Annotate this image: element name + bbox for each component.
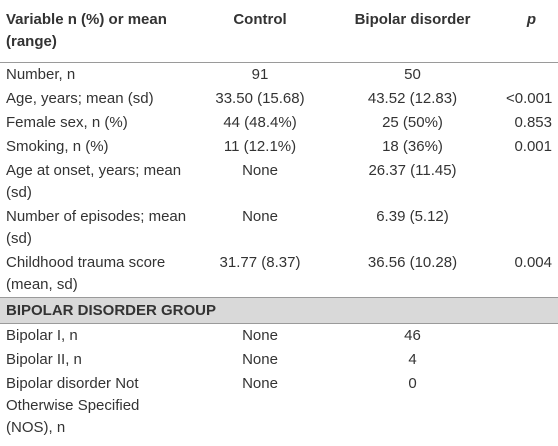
table-cell: 36.56 (10.28) [367,254,458,271]
table-cell: 33.50 (15.68) [215,90,305,107]
table-cell: 46 [404,327,421,344]
table-cell: Bipolar I, n [6,327,78,344]
table-cell: 25 (50%) [382,114,443,131]
table-cell: Age, years; mean (sd) [6,90,154,107]
table-cell: 50 [404,66,421,83]
header-row: Variable n (%) or mean (range) Control Bip… [0,0,558,63]
table-cell: Female sex, n (%) [6,114,128,131]
table-cell: None [242,208,278,225]
table-cell: 0.004 [514,254,552,271]
table-cell: Number of episodes; mean (sd) [6,208,187,247]
table-cell: None [242,375,278,392]
table-row: Bipolar II, n None 4 [0,348,558,372]
table-cell: <0.001 [506,90,553,107]
table-cell [500,348,558,372]
table-cell: Number, n [6,66,76,83]
table-cell: 6.39 (5.12) [376,208,449,225]
section-row: BIPOLAR DISORDER GROUP [0,297,558,324]
table-cell: Bipolar II, n [6,351,82,368]
table-cell [500,63,558,88]
table-cell: Smoking, n (%) [6,138,109,155]
table-row: Childhood trauma score (mean, sd) 31.77 (… [0,251,558,298]
table-cell: 18 (36%) [382,138,443,155]
table-cell: Bipolar disorder Not Otherwise Specified… [6,375,140,436]
table-cell: 31.77 (8.37) [219,254,301,271]
table-cell: 26.37 (11.45) [368,162,457,179]
table-row: Bipolar I, n None 46 [0,324,558,349]
table-row: Age at onset, years; mean (sd) None 26.37 … [0,159,558,205]
header-cell: p [526,11,536,28]
table-row: Age, years; mean (sd) 33.50 (15.68) 43.52 … [0,87,558,111]
table-cell: 0.001 [514,138,552,155]
table-cell: None [242,162,278,179]
header-cell: Bipolar disorder [354,11,471,28]
table-cell: None [242,351,278,368]
table-cell: Childhood trauma score (mean, sd) [6,254,166,293]
header-cell: Variable n (%) or mean (range) [6,11,167,50]
table-cell: Age at onset, years; mean (sd) [6,162,182,201]
table-row: Bipolar disorder Not Otherwise Specified… [0,372,558,440]
table-cell: 4 [408,351,417,368]
header-cell: Control [233,11,287,28]
table-cell: 91 [251,66,269,83]
table-cell: 43.52 (12.83) [367,90,458,107]
table-cell [500,205,558,251]
table-cell [500,324,558,349]
table-cell [500,159,558,205]
table-row: Smoking, n (%) 11 (12.1%) 18 (36%) 0.001 [0,135,558,159]
table-cell [500,372,558,440]
table-cell: 0 [408,375,417,392]
table-cell: None [242,327,278,344]
table-cell: 44 (48.4%) [223,114,297,131]
table-cell: 11 (12.1%) [223,138,297,155]
table-row: Female sex, n (%) 44 (48.4%) 25 (50%) 0.853 [0,111,558,135]
table-row: Number of episodes; mean (sd) None 6.39 (5… [0,205,558,251]
section-title: BIPOLAR DISORDER GROUP [0,297,558,324]
table-row: Number, n 91 50 [0,63,558,88]
table-cell: 0.853 [514,114,552,131]
